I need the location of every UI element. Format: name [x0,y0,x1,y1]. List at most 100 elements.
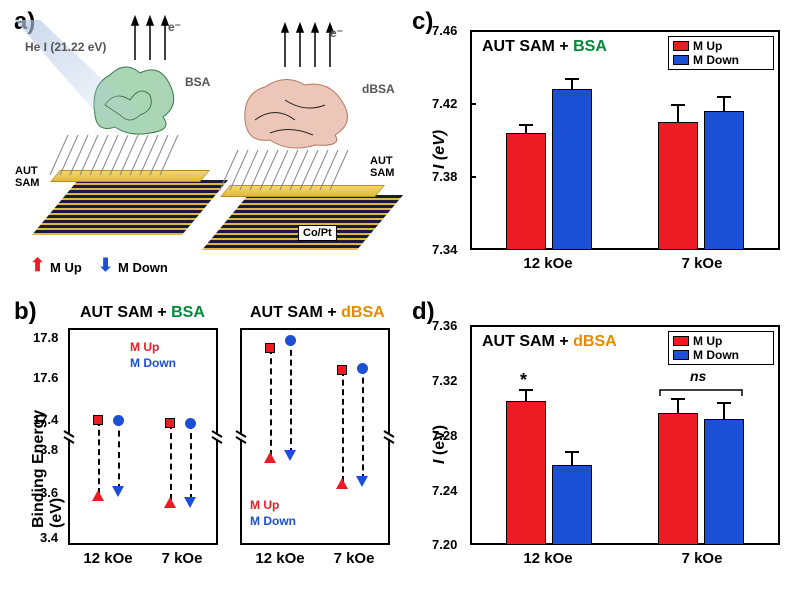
panel-b-label: b) [14,298,37,326]
b-marker-tri-dn [112,486,124,497]
legend-up-text: M Up [693,39,722,53]
c-errcap [519,124,533,126]
panel-b-ylabel: Binding Energy (eV) [30,388,66,528]
panel-c-legend: M Up M Down [668,36,774,70]
panel-d-title: AUT SAM + dBSA [482,333,617,351]
b-dash [342,370,344,482]
swatch-up-icon [673,41,689,51]
d-err [723,402,725,419]
c-err [723,96,725,111]
b-left-break [58,428,228,448]
b-marker-sq-up [265,343,275,353]
b-right-upper-box [240,328,390,433]
b-right-mup: M Up [250,498,279,512]
dbsa-label: dBSA [362,82,395,96]
b-marker-circ-dn [285,335,296,346]
b-left-lower-box [68,440,218,545]
b-marker-sq-up [337,365,347,375]
c-errcap [717,96,731,98]
b-dash [190,423,192,500]
d-ytick: 7.20 [432,537,457,552]
b-dash [270,348,272,456]
d-bar-7-dn [704,419,744,545]
b-marker-circ-dn [113,415,124,426]
b-ytick: 17.8 [33,330,58,345]
panel-c-title: AUT SAM + BSA [482,38,607,56]
b-right-mdn: M Down [250,514,296,528]
b-dash [290,340,292,454]
d-title-hl: dBSA [573,333,617,350]
legend-item-up: M Up [673,39,769,53]
c-bar-12-dn [552,89,592,250]
legend-item-down: M Down [673,53,769,67]
swatch-down-icon [673,55,689,65]
c-bar-7-up [658,122,698,250]
aut-sam-right: AUT SAM [370,155,394,179]
b-right-cat2: 7 kOe [324,550,384,567]
mdown-arrow-icon: ⬇ [98,255,113,276]
b-marker-tri-up [164,497,176,508]
b-marker-tri-up [336,478,348,489]
d-errcap [717,402,731,404]
d-bar-12-dn [552,465,592,545]
b-right-title: AUT SAM + dBSA [250,304,385,322]
swatch-up-icon [673,336,689,346]
c-ytick: 7.34 [432,242,457,257]
c-ytick: 7.46 [432,23,457,38]
c-errcap [565,78,579,80]
b-marker-tri-dn [284,450,296,461]
b-marker-tri-dn [184,497,196,508]
d-cat1: 12 kOe [508,550,588,567]
tick-icon [470,248,476,250]
d-title-prefix: AUT SAM + [482,333,573,350]
b-left-title-hl: BSA [171,304,205,321]
d-star: * [520,370,527,391]
d-bar-12-up [506,401,546,545]
b-right-cat1: 12 kOe [250,550,310,567]
b-marker-sq-up [93,415,103,425]
b-right-lower-box [240,440,390,545]
bsa-label: BSA [185,75,210,89]
mdown-text: M Down [118,260,168,275]
b-marker-tri-up [264,452,276,463]
b-left-cat1: 12 kOe [78,550,138,567]
c-cat1: 12 kOe [508,255,588,272]
legend-up-text: M Up [693,334,722,348]
b-marker-circ-dn [185,418,196,429]
c-cat2: 7 kOe [662,255,742,272]
d-ytick: 7.36 [432,318,457,333]
aut-sam-left: AUT SAM [15,165,39,189]
dbsa-protein [235,65,365,155]
d-err [571,451,573,465]
b-left-title: AUT SAM + BSA [80,304,205,322]
c-title-prefix: AUT SAM + [482,38,573,55]
b-marker-sq-up [165,418,175,428]
b-left-mdn: M Down [130,356,176,370]
b-dash [362,368,364,480]
b-dash [98,420,100,494]
mup-arrow-icon: ⬆ [30,255,45,276]
d-errcap [671,398,685,400]
d-errcap [565,451,579,453]
left-copt-stack [32,180,228,235]
legend-down-text: M Down [693,53,739,67]
b-right-title-prefix: AUT SAM + [250,304,341,321]
b-right-break [230,428,400,448]
c-err [677,104,679,122]
c-errcap [671,104,685,106]
tick-icon [470,30,476,32]
swatch-down-icon [673,350,689,360]
legend-item-down: M Down [673,348,769,362]
legend-item-up: M Up [673,334,769,348]
d-ns-bracket-icon [658,384,744,398]
b-ytick: 3.6 [40,485,58,500]
b-ytick: 17.4 [33,412,58,427]
panel-d-legend: M Up M Down [668,331,774,365]
d-cat2: 7 kOe [662,550,742,567]
panel-c-ylabel: I (eV) [431,109,449,169]
c-ytick: 7.42 [432,96,457,111]
c-err [571,78,573,89]
c-ytick: 7.38 [432,169,457,184]
b-marker-circ-dn [357,363,368,374]
b-left-mup: M Up [130,340,159,354]
